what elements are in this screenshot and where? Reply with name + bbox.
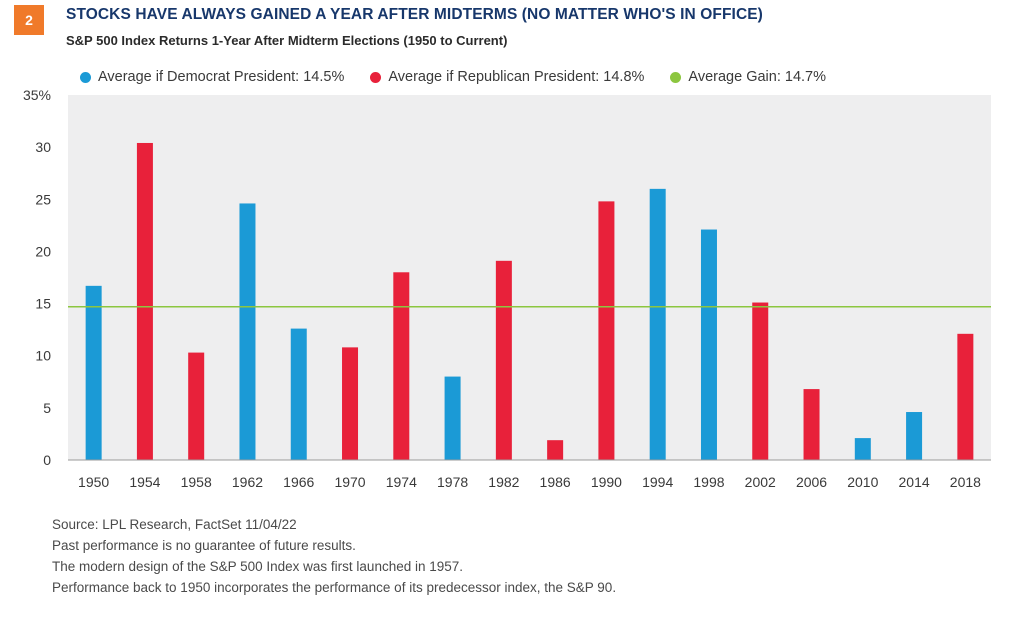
legend-label-republican: Average if Republican President: 14.8% bbox=[388, 69, 645, 85]
x-tick-label: 1970 bbox=[334, 474, 365, 490]
y-tick-label: 5 bbox=[43, 400, 51, 416]
bar-1974 bbox=[393, 272, 410, 460]
x-tick-label: 1966 bbox=[283, 474, 314, 490]
bar-1958 bbox=[188, 352, 205, 460]
bar-1982 bbox=[495, 260, 512, 460]
bar-1978 bbox=[444, 376, 461, 460]
y-tick-label: 0 bbox=[43, 452, 51, 468]
republican-dot-icon bbox=[370, 71, 382, 83]
x-tick-label: 1974 bbox=[386, 474, 417, 490]
figure-number-badge: 2 bbox=[14, 5, 44, 35]
y-tick-label: 20 bbox=[35, 243, 51, 259]
predecessor-index-note: Performance back to 1950 incorporates th… bbox=[52, 580, 617, 595]
legend-item-republican: Average if Republican President: 14.8% bbox=[370, 69, 644, 85]
disclaimer-note: Past performance is no guarantee of futu… bbox=[52, 538, 356, 553]
bar-2014 bbox=[906, 412, 923, 460]
chart-legend: Average if Democrat President: 14.5% Ave… bbox=[80, 69, 852, 85]
x-tick-label: 1954 bbox=[129, 474, 160, 490]
y-tick-label: 15 bbox=[35, 296, 51, 312]
x-tick-label: 1982 bbox=[488, 474, 519, 490]
bar-1966 bbox=[290, 328, 307, 460]
x-tick-label: 1986 bbox=[540, 474, 571, 490]
legend-label-democrat: Average if Democrat President: 14.5% bbox=[98, 69, 345, 85]
democrat-dot-icon bbox=[80, 71, 91, 83]
x-tick-label: 1990 bbox=[591, 474, 622, 490]
x-tick-label: 1978 bbox=[437, 474, 468, 490]
bar-1994 bbox=[649, 188, 666, 460]
source-note: Source: LPL Research, FactSet 11/04/22 bbox=[52, 517, 297, 532]
x-tick-label: 1998 bbox=[693, 474, 724, 490]
bar-1990 bbox=[598, 201, 615, 460]
y-tick-label: 35% bbox=[23, 87, 51, 103]
y-tick-label: 30 bbox=[35, 139, 51, 155]
x-tick-label: 2018 bbox=[950, 474, 981, 490]
x-tick-label: 1950 bbox=[78, 474, 109, 490]
bar-2006 bbox=[803, 389, 820, 460]
bar-1962 bbox=[239, 203, 256, 460]
bar-1998 bbox=[700, 229, 717, 460]
plot-area bbox=[68, 95, 991, 460]
x-tick-label: 2006 bbox=[796, 474, 827, 490]
bar-1950 bbox=[85, 285, 102, 460]
x-tick-label: 1962 bbox=[232, 474, 263, 490]
bar-1954 bbox=[136, 142, 153, 460]
chart-footnotes: Source: LPL Research, FactSet 11/04/22 P… bbox=[52, 514, 616, 598]
bar-2002 bbox=[752, 302, 769, 460]
chart-subtitle: S&P 500 Index Returns 1-Year After Midte… bbox=[66, 33, 508, 48]
bar-1970 bbox=[342, 347, 359, 460]
x-tick-label: 2010 bbox=[847, 474, 878, 490]
average-dot-icon bbox=[670, 71, 682, 83]
x-tick-label: 2014 bbox=[899, 474, 930, 490]
legend-item-average: Average Gain: 14.7% bbox=[670, 69, 826, 85]
x-tick-label: 1994 bbox=[642, 474, 673, 490]
x-tick-label: 2002 bbox=[745, 474, 776, 490]
chart-title: STOCKS HAVE ALWAYS GAINED A YEAR AFTER M… bbox=[66, 6, 763, 23]
index-history-note: The modern design of the S&P 500 Index w… bbox=[52, 559, 464, 574]
y-tick-label: 10 bbox=[35, 348, 51, 364]
bar-1986 bbox=[547, 440, 564, 460]
legend-label-average: Average Gain: 14.7% bbox=[688, 69, 826, 85]
legend-item-democrat: Average if Democrat President: 14.5% bbox=[80, 69, 344, 85]
bar-2018 bbox=[957, 333, 974, 460]
y-tick-label: 25 bbox=[35, 191, 51, 207]
x-tick-label: 1958 bbox=[181, 474, 212, 490]
bar-2010 bbox=[854, 438, 871, 460]
